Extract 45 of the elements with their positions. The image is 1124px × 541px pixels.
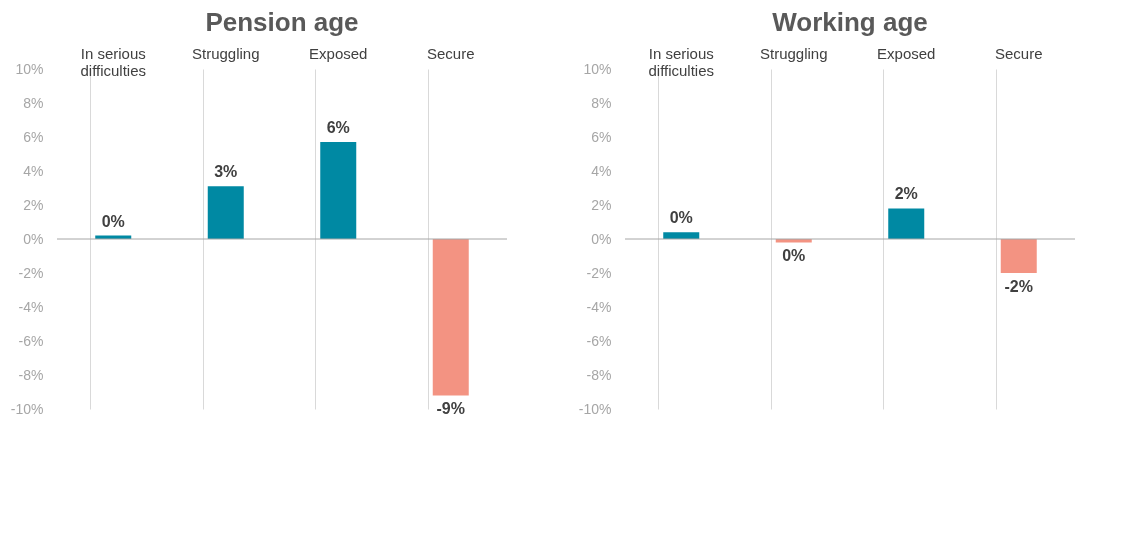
data-label: 3% bbox=[214, 163, 238, 181]
y-tick-label: -6% bbox=[586, 332, 612, 349]
y-tick-label: 0% bbox=[23, 230, 44, 247]
y-tick-label: -10% bbox=[578, 400, 612, 417]
data-label: 0% bbox=[101, 212, 125, 230]
x-tick-label: Secure bbox=[994, 44, 1043, 62]
data-label: 6% bbox=[326, 119, 350, 137]
chart-title: Working age bbox=[772, 7, 928, 37]
y-tick-label: -4% bbox=[18, 298, 44, 315]
y-tick-label: 4% bbox=[23, 162, 44, 179]
y-tick-label: -10% bbox=[10, 400, 44, 417]
y-tick-label: 6% bbox=[591, 128, 612, 145]
x-tick-label: In serious difficulties bbox=[80, 44, 147, 79]
y-tick-label: 8% bbox=[23, 94, 44, 111]
bar bbox=[207, 186, 244, 239]
data-label: -2% bbox=[1004, 278, 1033, 295]
x-tick-label: Exposed bbox=[309, 44, 368, 62]
bar bbox=[320, 142, 357, 239]
y-tick-label: -6% bbox=[18, 332, 44, 349]
y-tick-label: -8% bbox=[18, 366, 44, 383]
y-tick-label: -2% bbox=[586, 264, 612, 281]
y-tick-label: 0% bbox=[591, 230, 612, 247]
bar bbox=[432, 239, 469, 396]
data-label: 0% bbox=[782, 247, 806, 265]
y-tick-label: 10% bbox=[583, 60, 612, 77]
x-tick-label: Struggling bbox=[759, 44, 828, 62]
y-tick-label: -8% bbox=[586, 366, 612, 383]
chart-title: Pension age bbox=[205, 7, 359, 37]
y-tick-label: 4% bbox=[591, 162, 612, 179]
data-label: 0% bbox=[669, 209, 693, 227]
x-tick-label: Struggling bbox=[191, 44, 260, 62]
y-tick-label: -4% bbox=[586, 298, 612, 315]
data-label: 2% bbox=[894, 185, 918, 203]
data-label: -9% bbox=[436, 400, 465, 418]
y-tick-label: 2% bbox=[591, 196, 612, 213]
y-tick-label: 2% bbox=[23, 196, 44, 213]
y-tick-label: 6% bbox=[23, 128, 44, 145]
y-tick-label: -2% bbox=[18, 264, 44, 281]
x-tick-label: In serious difficulties bbox=[648, 44, 715, 79]
y-tick-label: 8% bbox=[591, 94, 612, 111]
x-tick-label: Exposed bbox=[877, 44, 936, 62]
y-tick-label: 10% bbox=[15, 60, 44, 77]
x-tick-label: Secure bbox=[426, 44, 475, 62]
bar bbox=[888, 208, 925, 239]
bar bbox=[1000, 239, 1037, 273]
